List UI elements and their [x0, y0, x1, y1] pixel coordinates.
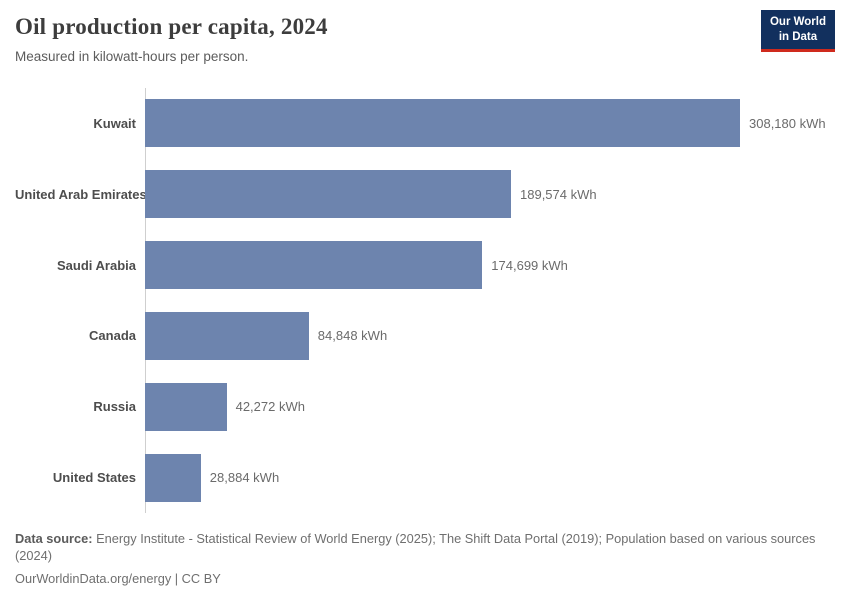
value-label: 189,574 kWh — [520, 186, 597, 202]
category-label: Saudi Arabia — [57, 257, 136, 273]
chart-subtitle: Measured in kilowatt-hours per person. — [15, 49, 249, 64]
bar-track: 28,884 kWh — [145, 453, 835, 502]
category-label: Canada — [89, 328, 136, 344]
bar-track: 189,574 kWh — [145, 170, 835, 219]
bar-row: Canada 84,848 kWh — [15, 300, 835, 371]
bar-row: Saudi Arabia 174,699 kWh — [15, 230, 835, 301]
bar-track: 84,848 kWh — [145, 311, 835, 360]
data-source-text: Energy Institute - Statistical Review of… — [15, 531, 816, 564]
bar-chart: Kuwait 308,180 kWh United Arab Emirates 189… — [15, 88, 835, 513]
owid-logo[interactable]: Our World in Data — [760, 10, 835, 52]
value-label: 174,699 kWh — [491, 257, 568, 273]
category-label: United Arab Emirates — [15, 186, 147, 202]
bar-row: Kuwait 308,180 kWh — [15, 88, 835, 159]
value-label: 84,848 kWh — [317, 328, 388, 344]
category-label: Kuwait — [93, 115, 136, 131]
y-axis-line — [145, 88, 146, 513]
owid-logo-line2: in Data — [778, 30, 818, 43]
bar[interactable] — [145, 453, 201, 502]
value-label: 28,884 kWh — [209, 470, 280, 486]
bar[interactable] — [145, 311, 309, 360]
bar-track: 308,180 kWh — [145, 99, 835, 148]
bar[interactable] — [145, 241, 483, 290]
bar[interactable] — [145, 382, 227, 431]
chart-footer: Data source: Energy Institute - Statisti… — [15, 530, 835, 586]
attribution-link[interactable]: OurWorldinData.org/energy | CC BY — [15, 571, 221, 587]
category-label: Russia — [93, 399, 136, 415]
data-source: Data source: Energy Institute - Statisti… — [15, 530, 827, 564]
bar[interactable] — [145, 170, 511, 219]
bar-track: 174,699 kWh — [145, 241, 835, 290]
chart-header: Oil production per capita, 2024 Measured… — [15, 10, 835, 64]
value-label: 42,272 kWh — [235, 399, 305, 415]
bar-row: United Arab Emirates 189,574 kWh — [15, 159, 835, 230]
data-source-label: Data source: — [15, 531, 93, 546]
bar-track: 42,272 kWh — [145, 382, 835, 431]
bar-row: Russia 42,272 kWh — [15, 371, 835, 442]
chart-title: Oil production per capita, 2024 — [15, 14, 328, 39]
bar-row: United States 28,884 kWh — [15, 442, 835, 513]
value-label: 308,180 kWh — [749, 115, 826, 131]
bar[interactable] — [145, 99, 740, 148]
owid-logo-line1: Our World — [769, 16, 826, 28]
category-label: United States — [52, 470, 136, 486]
